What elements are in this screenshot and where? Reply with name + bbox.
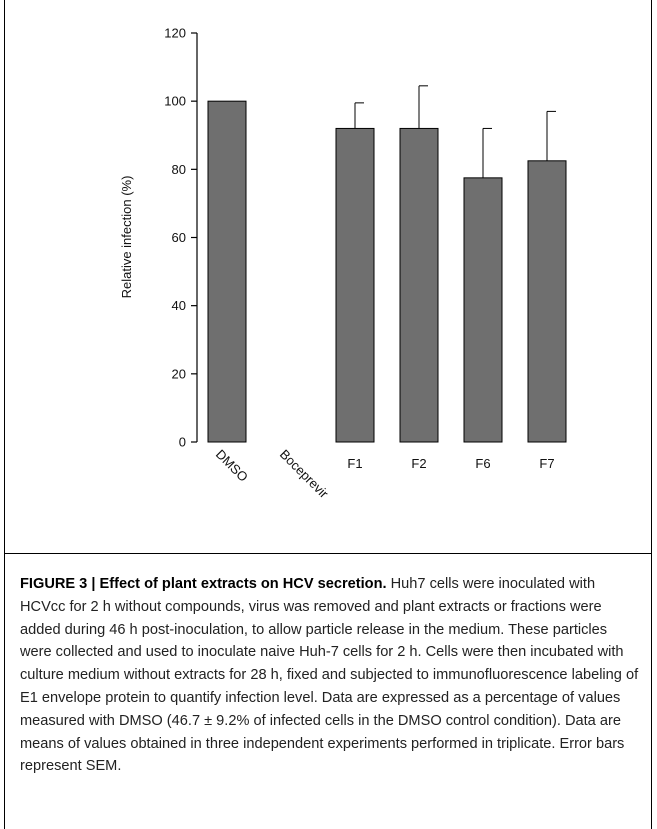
y-tick-label: 100 xyxy=(164,94,186,109)
bar-chart: Relative infection (%) 0 20 40 60 80 100 120 D… xyxy=(119,26,567,502)
x-tick-label: F6 xyxy=(475,456,490,471)
x-tick-label: F7 xyxy=(539,456,554,471)
figure-label: FIGURE 3 | Effect of plant extracts on H… xyxy=(20,576,387,592)
y-tick-label: 120 xyxy=(164,26,186,41)
y-tick-label: 0 xyxy=(179,435,186,450)
bar-f1 xyxy=(335,127,375,443)
y-tick-label: 60 xyxy=(172,230,186,245)
bar-f2 xyxy=(399,127,439,443)
error-bars xyxy=(354,85,556,178)
bar-f6 xyxy=(463,177,503,443)
x-tick-label: DMSO xyxy=(213,447,251,485)
x-axis-tick-labels: DMSO Boceprevir F1 F2 F6 F7 xyxy=(213,447,555,502)
x-tick-label: F2 xyxy=(411,456,426,471)
x-tick-label: Boceprevir xyxy=(277,447,332,502)
caption-divider xyxy=(5,553,651,554)
figure-caption: FIGURE 3 | Effect of plant extracts on H… xyxy=(20,573,640,778)
x-tick-label: F1 xyxy=(347,456,362,471)
y-tick-label: 40 xyxy=(172,298,186,313)
bar-f7 xyxy=(527,160,567,443)
y-axis-label: Relative infection (%) xyxy=(119,176,134,299)
y-tick-label: 20 xyxy=(172,366,186,381)
caption-text: Huh7 cells were inoculated with HCVcc fo… xyxy=(20,576,639,775)
figure-frame xyxy=(4,0,652,829)
y-axis-ticks: 0 20 40 60 80 100 120 xyxy=(164,26,197,450)
y-tick-label: 80 xyxy=(172,162,186,177)
bar-dmso xyxy=(207,100,247,443)
bars xyxy=(207,100,567,443)
